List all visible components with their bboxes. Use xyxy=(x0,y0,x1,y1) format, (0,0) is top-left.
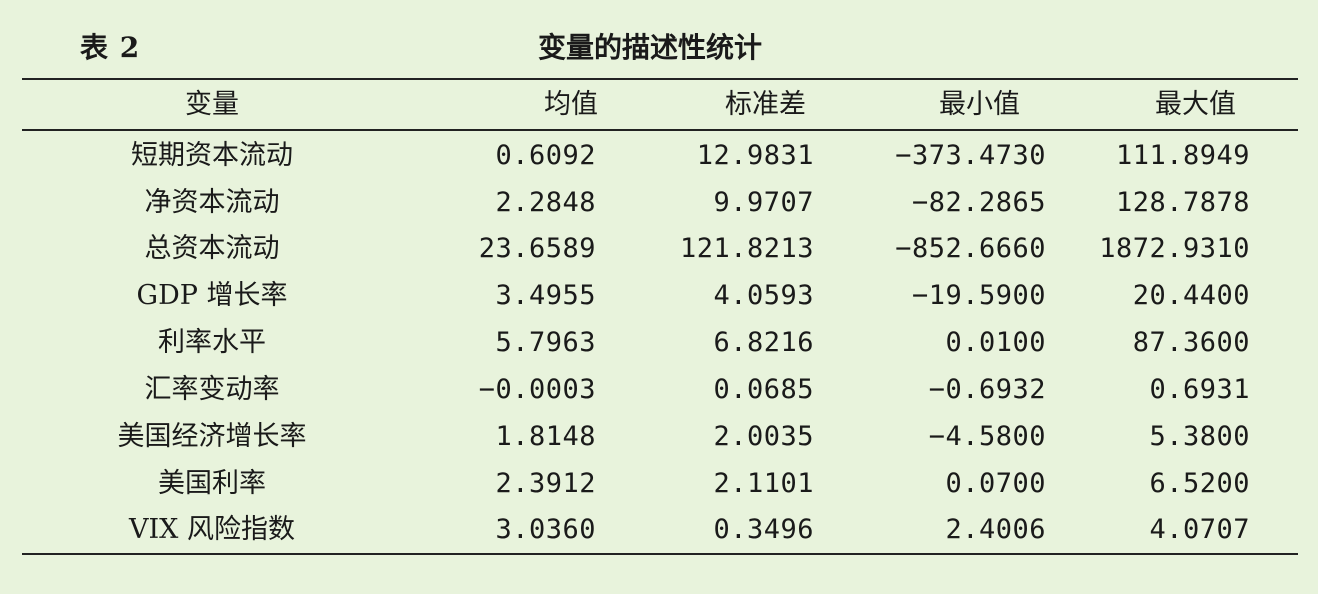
row-max: 1872.9310 xyxy=(1099,233,1250,264)
row-max: 111.8949 xyxy=(1115,140,1250,171)
row-std: 12.9831 xyxy=(696,140,814,171)
header-variable: 变量 xyxy=(185,89,239,120)
table-label: 表 2 xyxy=(80,31,141,64)
row-mean: 23.6589 xyxy=(478,233,596,264)
row-variable: VIX 风险指数 xyxy=(129,514,295,545)
table-row: 利率水平 5.7963 6.8216 0.0100 87.3600 xyxy=(22,320,1298,366)
row-min: −4.5800 xyxy=(928,421,1046,452)
row-variable: 汇率变动率 xyxy=(144,374,280,405)
row-mean: 2.3912 xyxy=(495,468,596,499)
row-mean: 1.8148 xyxy=(495,421,596,452)
row-max: 5.3800 xyxy=(1149,421,1250,452)
table-row: 美国经济增长率 1.8148 2.0035 −4.5800 5.3800 xyxy=(22,414,1298,460)
row-std: 2.1101 xyxy=(713,468,814,499)
table-title: 变量的描述性统计 xyxy=(537,31,762,64)
row-max: 87.3600 xyxy=(1132,327,1250,358)
row-variable: 美国利率 xyxy=(158,468,266,499)
table-row: 总资本流动 23.6589 121.8213 −852.6660 1872.93… xyxy=(22,226,1298,272)
row-min: 0.0700 xyxy=(945,468,1046,499)
row-max: 4.0707 xyxy=(1149,514,1250,545)
row-min: 2.4006 xyxy=(945,514,1046,545)
table-row: 美国利率 2.3912 2.1101 0.0700 6.5200 xyxy=(22,461,1298,507)
header-max: 最大值 xyxy=(1155,89,1236,120)
header-mean: 均值 xyxy=(544,89,598,120)
top-rule xyxy=(22,78,1298,80)
row-variable: 利率水平 xyxy=(158,327,266,358)
row-std: 0.0685 xyxy=(713,374,814,405)
table-row: 净资本流动 2.2848 9.9707 −82.2865 128.7878 xyxy=(22,180,1298,226)
row-min: 0.0100 xyxy=(945,327,1046,358)
table-row: 短期资本流动 0.6092 12.9831 −373.4730 111.8949 xyxy=(22,133,1298,179)
header-std: 标准差 xyxy=(725,89,806,120)
row-min: −0.6932 xyxy=(928,374,1046,405)
row-min: −852.6660 xyxy=(895,233,1046,264)
row-variable: 总资本流动 xyxy=(144,233,280,264)
row-mean: 5.7963 xyxy=(495,327,596,358)
row-mean: 2.2848 xyxy=(495,187,596,218)
header-row: 变量 均值 标准差 最小值 最大值 xyxy=(22,82,1298,128)
header-rule xyxy=(22,129,1298,131)
table-row: GDP 增长率 3.4955 4.0593 −19.5900 20.4400 xyxy=(22,273,1298,319)
row-variable: GDP 增长率 xyxy=(136,280,288,311)
row-max: 6.5200 xyxy=(1149,468,1250,499)
row-std: 9.9707 xyxy=(713,187,814,218)
row-std: 2.0035 xyxy=(713,421,814,452)
row-min: −82.2865 xyxy=(911,187,1046,218)
table-row: 汇率变动率 −0.0003 0.0685 −0.6932 0.6931 xyxy=(22,367,1298,413)
row-variable: 美国经济增长率 xyxy=(117,421,307,452)
row-variable: 短期资本流动 xyxy=(131,140,293,171)
table-row: VIX 风险指数 3.0360 0.3496 2.4006 4.0707 xyxy=(22,507,1298,553)
row-min: −19.5900 xyxy=(911,280,1046,311)
row-std: 0.3496 xyxy=(713,514,814,545)
row-max: 20.4400 xyxy=(1132,280,1250,311)
row-mean: 3.0360 xyxy=(495,514,596,545)
row-std: 4.0593 xyxy=(713,280,814,311)
row-mean: −0.0003 xyxy=(478,374,596,405)
row-std: 121.8213 xyxy=(679,233,814,264)
row-variable: 净资本流动 xyxy=(144,187,280,218)
header-min: 最小值 xyxy=(939,89,1020,120)
row-max: 128.7878 xyxy=(1115,187,1250,218)
row-max: 0.6931 xyxy=(1149,374,1250,405)
bottom-rule xyxy=(22,553,1298,555)
row-min: −373.4730 xyxy=(895,140,1046,171)
row-std: 6.8216 xyxy=(713,327,814,358)
row-mean: 0.6092 xyxy=(495,140,596,171)
row-mean: 3.4955 xyxy=(495,280,596,311)
